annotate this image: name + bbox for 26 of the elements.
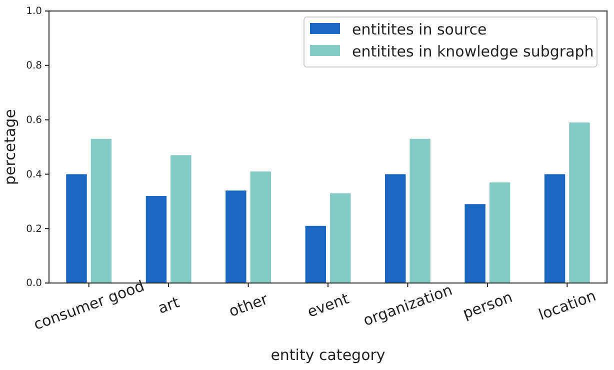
bar — [305, 226, 326, 283]
bar — [146, 196, 167, 283]
bar — [569, 122, 590, 283]
y-tick-label: 0.0 — [26, 278, 42, 290]
y-tick-label: 1.0 — [26, 6, 42, 18]
legend-label: entitites in knowledge subgraph — [352, 42, 594, 60]
bar — [489, 182, 510, 283]
bar — [385, 174, 406, 283]
x-tick-label: art — [156, 293, 182, 318]
x-tick-label: event — [304, 289, 352, 321]
bar — [410, 138, 430, 283]
bar — [544, 174, 566, 283]
y-tick-label: 0.6 — [26, 115, 42, 126]
y-axis-title: percetage — [1, 109, 19, 185]
bar — [226, 190, 246, 283]
y-tick-label: 0.8 — [26, 60, 42, 72]
bar — [464, 204, 486, 283]
x-axis-title: entity category — [270, 346, 386, 364]
y-tick-label: 0.4 — [26, 169, 42, 180]
bar — [170, 155, 192, 283]
bar — [330, 193, 351, 283]
bar — [250, 171, 271, 283]
legend-label: entitites in source — [352, 20, 487, 38]
bar — [66, 174, 87, 283]
x-tick-label: other — [226, 290, 272, 321]
y-tick-label: 0.2 — [26, 224, 42, 235]
